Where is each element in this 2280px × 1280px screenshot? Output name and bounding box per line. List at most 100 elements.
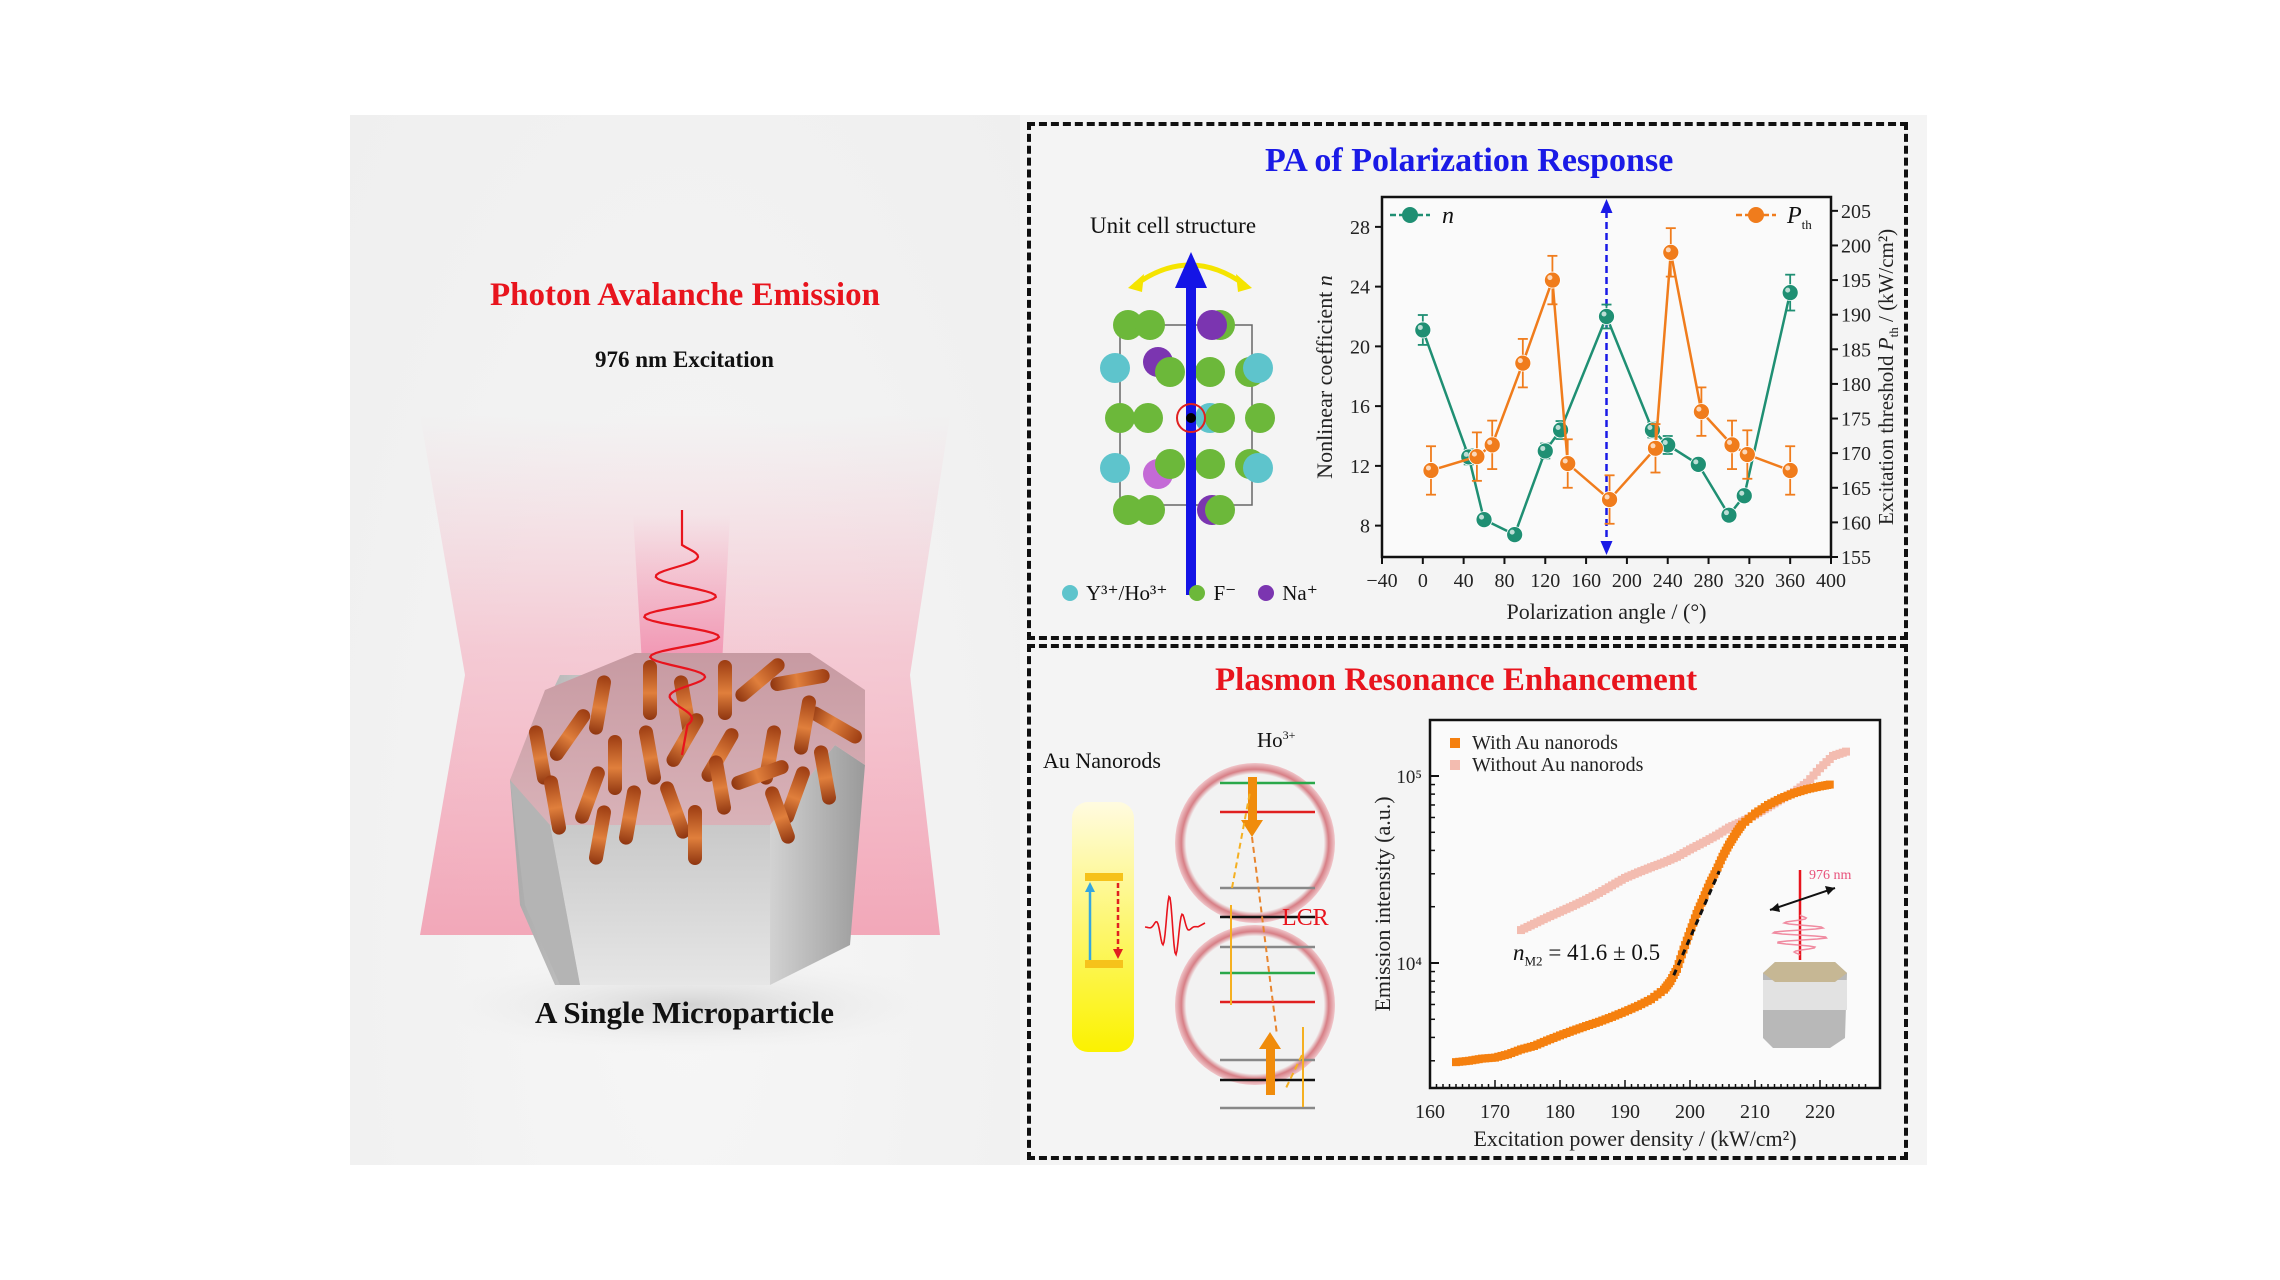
y2-tick-label: 205 [1841,201,1871,223]
y-tick-label: 8 [1360,516,1370,538]
data-point [1673,964,1681,973]
nanorod [619,785,641,845]
data-point-highlight [1471,451,1477,457]
atom [1243,353,1273,383]
au-upper-level [1085,873,1123,881]
nanorod-body [718,660,732,720]
polarization-arrow-icon [1175,252,1207,288]
emission-arrow-head [1241,820,1263,837]
y2-tick-label: 165 [1841,478,1871,500]
atom [1197,310,1227,340]
data-point-highlight [1662,439,1668,445]
atom [1195,449,1225,479]
data-point-highlight [1487,439,1493,445]
atom [1113,495,1143,525]
data-point-P_th [1422,462,1440,479]
y-ho-atom-icon [1062,585,1078,601]
y2-tick-label: 190 [1841,305,1871,327]
inset-microparticle [1763,870,1847,1048]
au-lower-level [1085,960,1123,968]
y-tick-label: 10⁵ [1396,767,1422,788]
nanorod-body [794,695,816,755]
data-point [1682,936,1691,945]
x-tick-label: 80 [1494,570,1514,592]
nanorod [735,658,785,702]
nanorod [770,669,830,691]
y2-tick-label: 160 [1841,512,1871,534]
data-point-highlight [1647,425,1653,431]
legend-n-label: n [1442,203,1454,229]
data-point [1676,955,1685,964]
x-tick-label: 200 [1675,1101,1705,1123]
x-tick-label: 220 [1805,1101,1835,1123]
legend-pth-label: Pth [1786,203,1812,232]
polarization-chart: −40 0 40 80 120 160 200 240 280 320 360 400 8 12 16 20 2… [1312,195,1900,624]
photon-avalanche-title: Photon Avalanche Emission [490,277,880,313]
ho-site-dot [1186,413,1196,423]
data-point-n [1414,321,1432,339]
nanorod-body [589,675,611,735]
data-point-n [1536,442,1554,460]
excitation-label: 976 nm Excitation [595,347,774,372]
nanorod [808,706,862,744]
inset-prism-highlight [1763,980,1847,1010]
data-point-n [1781,284,1799,302]
y2-axis-label: Excitation threshold Pth / (kW/cm²) [1874,229,1900,525]
nanorod-body [608,735,622,795]
data-point-highlight [1723,510,1729,516]
data-point-highlight [1547,275,1553,281]
prism-front-face [550,825,770,985]
data-point-highlight [1509,529,1515,535]
atom [1155,449,1185,479]
nanorod-body [780,766,810,824]
fit-annotation: nM2 = 41.6 ± 0.5 [1513,940,1660,970]
x-axis-label: Polarization angle / (°) [1506,599,1706,624]
nanorod [529,725,551,785]
x-tick-label: 170 [1480,1101,1510,1123]
data-point [1687,923,1696,932]
atom [1135,495,1165,525]
nanorod [639,725,661,785]
data-point [1684,932,1693,941]
nanorod [718,660,732,720]
data-point-highlight [1785,465,1791,471]
atom [1113,310,1143,340]
nanorod [608,735,622,795]
x-tick-label: 160 [1415,1101,1445,1123]
y2-tick-label: 180 [1841,374,1871,396]
y-tick-label: 16 [1350,396,1370,418]
atom [1195,357,1225,387]
x-tick-label: 120 [1530,570,1560,592]
ho-site-marker [1176,403,1206,433]
ho-ion-charge: 3+ [1282,728,1296,742]
x-tick-label: 190 [1610,1101,1640,1123]
microparticle-caption: A Single Microparticle [535,995,835,1030]
atom [1205,495,1235,525]
atom [1155,357,1185,387]
nanorod [688,805,702,865]
data-point-P_th [1514,354,1532,372]
nanorod-body [731,760,789,790]
nanorod-body [544,775,566,835]
legend-f: F⁻ [1213,580,1237,605]
ho-ion-symbol: Ho [1257,728,1283,752]
data-point-P_th [1781,462,1799,479]
upconversion-path [1231,791,1251,889]
data-point-highlight [1696,406,1702,412]
data-point-highlight [1463,451,1469,457]
y-axis-label: Nonlinear coefficient n [1312,275,1337,479]
legend-label: With Au nanorods [1472,732,1618,754]
data-point-n [1689,455,1707,473]
y2-tick-label: 195 [1841,270,1871,292]
energy-level-diagram [1072,763,1335,1110]
data-point [1689,918,1698,927]
nanorod-body [765,786,795,844]
nanorod [575,766,605,824]
nanorod-body [549,709,591,761]
y2-tick-label: 200 [1841,235,1871,257]
fit-subscript: M2 [1524,953,1543,969]
nanorod-body [660,781,690,839]
data-point-highlight [1562,458,1568,464]
data-point-P_th [1693,403,1710,421]
data-point-highlight [1739,490,1745,496]
